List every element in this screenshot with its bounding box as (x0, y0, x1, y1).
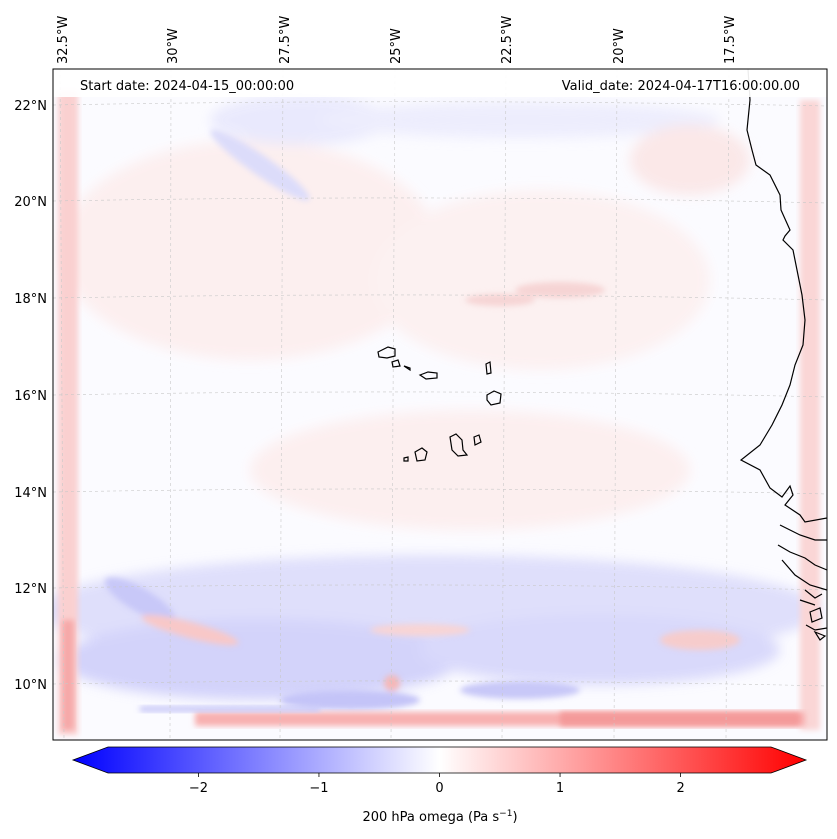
gridlines (53, 69, 827, 740)
colorbar-label: 200 hPa omega (Pa s−1) (362, 809, 517, 825)
omega-field (53, 69, 827, 740)
colorbar-tick-label: 1 (556, 781, 564, 796)
lon-label-25w: 25°W (389, 28, 404, 64)
lon-label-27-5w: 27.5°W (278, 16, 293, 64)
coastline (377, 69, 827, 641)
lat-labels: 22°N 20°N 18°N 16°N 14°N 12°N 10°N (14, 99, 47, 693)
colorbar: −2 −1 0 1 2 200 hPa omega (Pa s−1) (71, 746, 808, 825)
lat-label-20n: 20°N (14, 195, 47, 210)
lon-labels: 32.5°W 30°W 27.5°W 25°W 22.5°W 20°W 17.5… (56, 16, 738, 64)
map-panel: Start date: 2024-04-15_00:00:00 Valid_da… (14, 16, 828, 741)
lat-label-22n: 22°N (14, 99, 47, 114)
lon-label-17-5w: 17.5°W (723, 16, 738, 64)
lat-label-12n: 12°N (14, 582, 47, 597)
colorbar-tick-label: −2 (189, 781, 208, 796)
colorbar-tick-label: 2 (676, 781, 684, 796)
lon-label-22-5w: 22.5°W (500, 16, 515, 64)
lon-label-32-5w: 32.5°W (56, 16, 71, 64)
lon-label-30w: 30°W (166, 28, 181, 64)
map-border (52, 68, 828, 741)
colorbar-bar (71, 746, 808, 774)
lon-label-20w: 20°W (612, 28, 627, 64)
lat-label-10n: 10°N (14, 678, 47, 693)
colorbar-tick-label: 0 (435, 781, 443, 796)
start-date-label: Start date: 2024-04-15_00:00:00 (80, 79, 294, 94)
colorbar-tick-label: −1 (309, 781, 328, 796)
lat-label-18n: 18°N (14, 292, 47, 307)
lat-label-16n: 16°N (14, 389, 47, 404)
colorbar-ticks: −2 −1 0 1 2 (189, 773, 685, 796)
valid-date-label: Valid_date: 2024-04-17T16:00:00.00 (562, 79, 800, 94)
lat-label-14n: 14°N (14, 486, 47, 501)
